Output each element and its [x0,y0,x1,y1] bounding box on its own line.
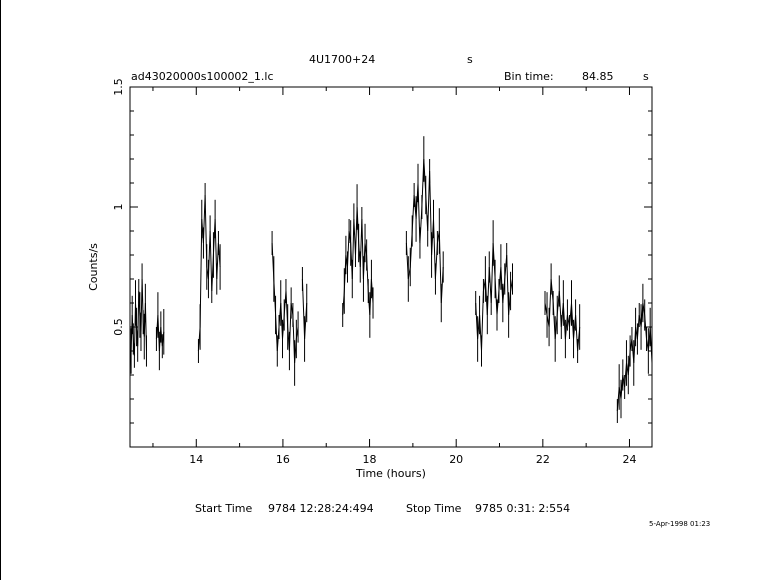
axis-ticks [130,86,652,447]
tick-labels: 14 16 18 20 22 24 0.5 1 1.5 [112,78,636,466]
bin-time-label: Bin time: [504,70,554,83]
y-axis-label: Counts/s [87,243,100,291]
light-curve-segment [544,278,581,352]
stop-time-label: Stop Time [406,502,462,515]
y-tick-label: 0.5 [112,318,125,336]
x-tick-label: 18 [363,453,377,466]
stop-time-value: 9785 0:31: 2:554 [475,502,571,515]
x-tick-label: 14 [189,453,203,466]
light-curve-segment [129,278,147,371]
left-border-rule [0,0,1,580]
x-tick-label: 22 [536,453,550,466]
light-curve-segment [616,302,653,412]
x-tick-label: 20 [449,453,463,466]
start-time-value: 9784 12:28:24:494 [268,502,374,515]
source-title-suffix: s [467,53,473,66]
bin-time-value: 84.85 [582,70,614,83]
y-tick-label: 1 [112,204,125,211]
plot-frame [129,86,653,448]
y-tick-label: 1.5 [112,78,125,96]
source-title: 4U1700+24 [309,53,376,66]
x-axis-label: Time (hours) [355,467,426,480]
data-series [129,136,653,423]
file-name: ad43020000s100002_1.lc [131,70,274,83]
start-time-label: Start Time [195,502,253,515]
x-tick-label: 24 [622,453,636,466]
x-tick-label: 16 [276,453,290,466]
light-curve-segment [271,242,299,364]
bin-time-unit: s [643,70,649,83]
date-stamp: 5-Apr-1998 01:23 [649,520,711,528]
